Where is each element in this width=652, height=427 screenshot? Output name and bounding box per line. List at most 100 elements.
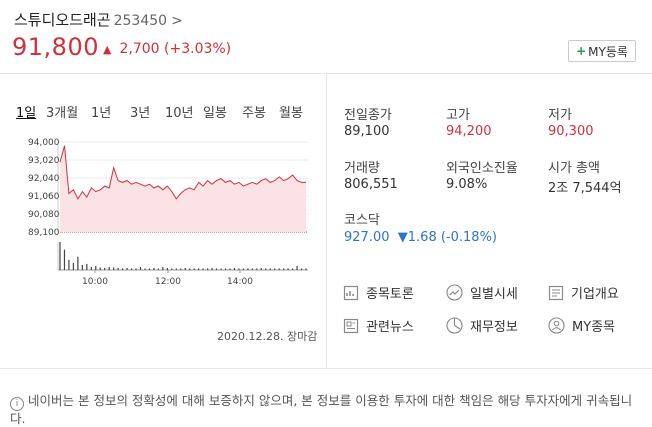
chart-date: 2020.12.28. 장마감 [217,330,318,343]
tab-1year[interactable]: 1년 [91,106,112,121]
volume-bar [278,268,280,270]
stat-label-low: 저가 [548,108,572,123]
volume-bar [238,268,240,270]
divider-vertical [326,74,327,368]
volume-bar [86,263,88,270]
tab-monthly-candle[interactable]: 월봉 [279,106,303,121]
divider [0,368,652,369]
volume-bar [77,256,79,270]
volume-bar [130,268,133,270]
volume-bar [287,268,289,270]
x-tick-label: 14:00 [227,277,253,287]
volume-bar [220,268,222,270]
volume-bar [283,268,285,270]
index-change-percent: (-0.18%) [440,230,497,245]
volume-bar [117,267,119,270]
link-my-stocks[interactable]: MY종목 [548,316,615,335]
y-tick-label: 93,020 [28,156,60,166]
chevron-right-icon[interactable]: > [171,13,183,29]
stock-code[interactable]: 253450 [113,13,168,29]
pie-chart-icon [446,317,463,334]
link-discussion[interactable]: 종목토론 [343,283,414,302]
index-value: 927.00 [344,230,390,245]
link-related-news[interactable]: 관련뉴스 [343,316,414,335]
info-icon: i [10,397,24,411]
disclaimer-text: 네이버는 본 정보의 정확성에 대해 보증하지 않으며, 본 정보를 이용한 투… [10,393,633,426]
down-arrow-icon: ▼ [397,230,408,245]
index-change: 1.68 [407,230,437,245]
volume-bar [247,268,249,270]
volume-bar [122,268,124,270]
volume-bar [291,268,294,270]
volume-bar [175,268,177,270]
news-icon [343,318,359,333]
plus-icon: + [576,44,587,58]
y-tick-label: 89,100 [28,228,60,238]
stock-title[interactable]: 스튜디오드래곤 253450 > [14,9,183,30]
tab-1day[interactable]: 1일 [16,106,37,121]
volume-bar [184,267,186,270]
trend-icon [446,284,463,301]
up-arrow-icon: ▲ [103,43,112,56]
tab-10years[interactable]: 10년 [165,106,194,121]
divider [0,73,652,74]
stat-label-market-cap: 시가 총액 [548,161,600,176]
stat-value-low: 90,300 [548,124,594,139]
volume-bar [153,267,155,270]
current-price: 91,800 [12,33,99,61]
link-label: MY종목 [572,320,616,335]
tab-3months[interactable]: 3개월 [46,106,79,121]
volume-bar [198,268,200,270]
link-daily-price[interactable]: 일별시세 [446,283,518,302]
volume-bar [148,268,151,270]
person-icon [548,317,565,334]
tab-daily-candle[interactable]: 일봉 [203,106,227,121]
volume-bar [144,268,146,270]
intraday-chart[interactable]: 94,000 93,020 92,040 91,060 90,080 89,100 10:0… [0,128,326,293]
period-tabs: 1일 3개월 1년 3년 10년 일봉 주봉 월봉 [14,102,314,121]
volume-bar [126,267,128,270]
volume-bar [72,262,75,270]
stock-name[interactable]: 스튜디오드래곤 [14,11,111,29]
tab-weekly-candle[interactable]: 주봉 [242,106,266,121]
volume-bar [265,268,267,270]
volume-bar [157,268,159,270]
volume-bar [171,268,173,270]
my-register-button[interactable]: + MY등록 [568,40,636,62]
index-label[interactable]: 코스닥 [344,213,380,228]
volume-bar [180,268,182,270]
link-financial-info[interactable]: 재무정보 [446,316,518,335]
link-label: 기업개요 [571,287,619,302]
stat-value-market-cap: 2조 7,544억 [548,181,622,196]
volume-bar [224,268,227,270]
volume-bar [99,267,101,270]
discussion-icon [343,285,359,300]
volume-bar [108,266,110,270]
volume-bar [162,266,164,270]
price-line [59,145,306,200]
volume-bar [202,268,204,270]
link-company-overview[interactable]: 기업개요 [548,283,619,302]
price-change: ▲ 2,700 (+3.03%) [103,41,231,57]
volume-bar [135,268,137,270]
volume-bar [256,268,258,270]
link-label: 종목토론 [366,287,414,302]
x-tick-label: 10:00 [82,277,108,287]
volume-bar [90,266,92,270]
stat-label-volume: 거래량 [344,161,380,176]
stat-value-high: 94,200 [446,124,492,139]
x-tick-label: 12:00 [155,277,181,287]
volume-bar [233,267,236,270]
volume-bar [251,268,253,270]
volume-bar [59,242,61,270]
volume-bar [166,267,168,270]
volume-bar [139,266,142,270]
disclaimer-notice: i 네이버는 본 정보의 정확성에 대해 보증하지 않으며, 본 정보를 이용한 … [10,393,640,427]
volume-bar [296,265,298,270]
y-tick-label: 90,080 [28,210,60,220]
tab-3years[interactable]: 3년 [130,106,151,121]
volume-bar [63,249,66,270]
my-register-label: MY등록 [588,44,628,59]
index-value-row: 927.00 ▼1.68 (-0.18%) [344,230,497,245]
volume-bar [300,268,303,270]
